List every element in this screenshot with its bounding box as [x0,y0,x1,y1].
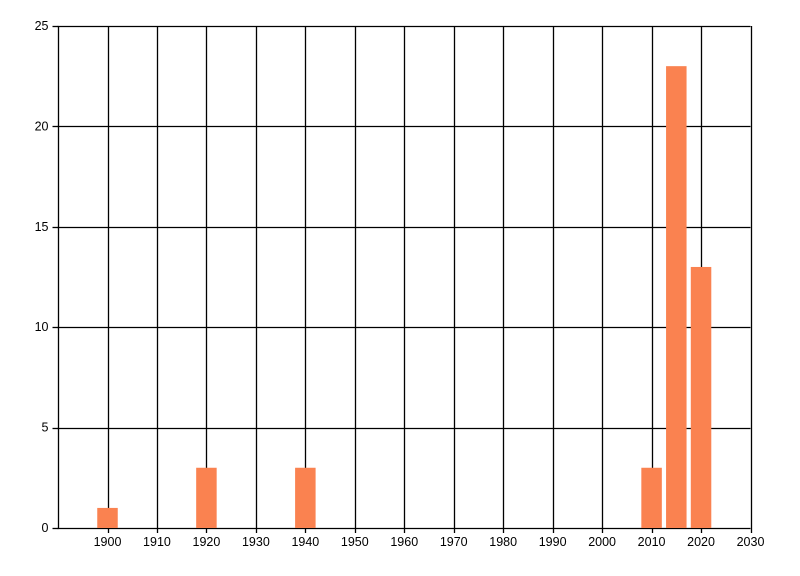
svg-text:2010: 2010 [638,535,666,549]
svg-text:1930: 1930 [242,535,270,549]
svg-text:20: 20 [35,119,49,133]
svg-text:25: 25 [35,19,49,33]
svg-text:10: 10 [35,320,49,334]
svg-text:1920: 1920 [193,535,221,549]
svg-text:1970: 1970 [440,535,468,549]
svg-text:5: 5 [42,421,49,435]
svg-text:0: 0 [42,521,49,535]
svg-text:1960: 1960 [390,535,418,549]
svg-text:2030: 2030 [737,535,765,549]
svg-text:2020: 2020 [687,535,715,549]
svg-text:1950: 1950 [341,535,369,549]
svg-text:1940: 1940 [291,535,319,549]
svg-text:1980: 1980 [489,535,517,549]
svg-text:15: 15 [35,220,49,234]
svg-text:1910: 1910 [143,535,171,549]
svg-text:2000: 2000 [588,535,616,549]
svg-text:1990: 1990 [539,535,567,549]
svg-text:1900: 1900 [94,535,122,549]
